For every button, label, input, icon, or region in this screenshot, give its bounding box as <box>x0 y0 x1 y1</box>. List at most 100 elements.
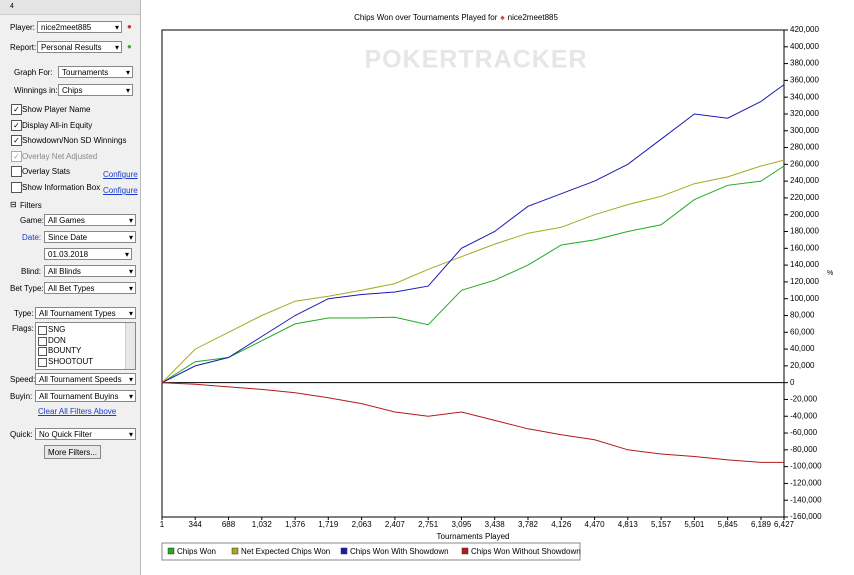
date-select[interactable]: Since Date <box>44 231 136 244</box>
label: Flags: <box>12 324 34 333</box>
y-tick-label: 280,000 <box>790 143 819 152</box>
more-filters-button[interactable]: More Filters... <box>44 445 101 459</box>
y-tick-label: -100,000 <box>790 462 822 471</box>
y-tick-label: 60,000 <box>790 327 815 336</box>
x-tick-label: 6,427 <box>774 520 795 529</box>
label: Game: <box>20 216 45 225</box>
y-tick-label: 120,000 <box>790 277 819 286</box>
x-tick-label: 688 <box>222 520 236 529</box>
checkbox[interactable] <box>11 182 22 193</box>
player-icon: ♠ <box>500 13 505 22</box>
tab-bar: 4 <box>0 0 140 15</box>
tab[interactable]: 4 <box>10 3 14 10</box>
x-tick-label: 4,470 <box>585 520 606 529</box>
y-tick-label: -120,000 <box>790 479 822 488</box>
title-player: nice2meet885 <box>508 13 559 22</box>
legend-box <box>161 542 581 561</box>
graph-for-select[interactable]: Tournaments <box>58 66 133 79</box>
checkbox[interactable]: ✓ <box>11 104 22 115</box>
clear-filters-link[interactable]: Clear All Filters Above <box>38 407 117 416</box>
y-tick-label: 80,000 <box>790 311 815 320</box>
scrollbar <box>125 323 135 369</box>
x-tick-label: 1,376 <box>285 520 306 529</box>
configure-link[interactable]: Configure <box>103 186 138 195</box>
checkbox[interactable]: ✓ <box>11 150 22 162</box>
legend-label: Net Expected Chips Won <box>241 547 330 556</box>
y-tick-label: 400,000 <box>790 42 819 51</box>
label: Player: <box>10 23 35 32</box>
date-input[interactable]: 01.03.2018 <box>44 248 132 261</box>
flag-checkbox[interactable] <box>38 326 47 335</box>
x-tick-label: 3,782 <box>518 520 539 529</box>
legend-label: Chips Won Without Showdown <box>471 547 581 556</box>
y-tick-label: 20,000 <box>790 361 815 370</box>
y-tick-label: 100,000 <box>790 294 819 303</box>
label: Date: <box>22 233 42 242</box>
y-tick-label: 140,000 <box>790 260 819 269</box>
x-tick-label: 5,157 <box>651 520 672 529</box>
label: Type: <box>14 309 34 318</box>
collapse-icon[interactable]: ⊟ <box>10 200 17 209</box>
flag-checkbox[interactable] <box>38 336 47 346</box>
series-line <box>161 165 785 384</box>
filters-title: Filters <box>20 201 42 210</box>
flag-checkbox[interactable] <box>38 358 47 368</box>
x-tick-label: 2,751 <box>418 520 439 529</box>
legend-swatch <box>231 547 239 555</box>
buyin-select[interactable]: All Tournament Buyins <box>35 390 136 403</box>
x-tick-label: 2,063 <box>352 520 373 529</box>
checkbox[interactable] <box>11 166 22 178</box>
game-select[interactable]: All Games <box>44 214 136 227</box>
checkbox-label: Overlay Stats <box>22 167 71 177</box>
x-tick-label: 1 <box>160 520 165 529</box>
flags-list[interactable]: SNG DON BOUNTY SHOOTOUT <box>35 322 136 370</box>
label: Blind: <box>21 267 42 276</box>
y-tick-label: -40,000 <box>790 411 818 420</box>
series-line <box>161 382 784 463</box>
x-tick-label: 1,032 <box>252 520 273 529</box>
chart-background <box>141 0 854 575</box>
y-tick-label: 360,000 <box>790 75 819 84</box>
y-tick-label: 200,000 <box>790 210 819 219</box>
x-tick-label: 5,845 <box>718 520 739 529</box>
checkbox-label: Show Player Name <box>22 105 91 114</box>
speed-select[interactable]: All Tournament Speeds <box>35 373 136 386</box>
flag-label: SHOOTOUT <box>48 357 94 367</box>
chart: POKERTRACKER Chips Won over Tournaments P… <box>141 0 854 575</box>
label: Bet Type: <box>10 284 44 293</box>
flag-label: SNG <box>48 325 66 334</box>
y-tick-label: -140,000 <box>790 495 822 504</box>
y-tick-label: -160,000 <box>790 512 822 521</box>
x-tick-label: 6,189 <box>751 520 772 529</box>
configure-link[interactable]: Configure <box>103 170 138 179</box>
x-tick-label: 1,719 <box>318 520 339 529</box>
legend-label: Chips Won <box>177 547 216 556</box>
report-select[interactable]: Personal Results <box>37 41 122 54</box>
flag-label: DON <box>48 335 66 345</box>
player-select[interactable]: nice2meet885 <box>37 21 122 34</box>
y2-unit: % <box>827 270 833 277</box>
chart-title: Chips Won over Tournaments Played for ♠ ni… <box>354 13 558 22</box>
y-tick-label: 40,000 <box>790 344 815 353</box>
report-icon: ● <box>127 42 132 51</box>
quick-select[interactable]: No Quick Filter <box>35 428 136 441</box>
y-tick-label: 340,000 <box>790 92 819 101</box>
checkbox-label: Show Information Box <box>22 183 101 192</box>
series-line <box>161 159 785 384</box>
sidebar: 4 Player:nice2meet885 ● Report:Personal R… <box>0 0 141 575</box>
legend-label: Chips Won With Showdown <box>350 547 449 556</box>
y-tick-label: 220,000 <box>790 193 819 202</box>
x-tick-label: 2,407 <box>385 520 406 529</box>
y-tick-label: 380,000 <box>790 59 819 68</box>
bet-type-select[interactable]: All Bet Types <box>44 282 136 295</box>
checkbox-label: Overlay Net Adjusted <box>22 151 98 161</box>
y-tick-label: 160,000 <box>790 243 819 252</box>
type-select[interactable]: All Tournament Types <box>35 307 136 320</box>
y-tick-label: 180,000 <box>790 227 819 236</box>
flag-checkbox[interactable] <box>38 347 47 357</box>
checkbox[interactable]: ✓ <box>11 135 22 147</box>
blind-select[interactable]: All Blinds <box>44 265 136 278</box>
checkbox[interactable]: ✓ <box>11 119 22 131</box>
winnings-select[interactable]: Chips <box>58 84 133 97</box>
